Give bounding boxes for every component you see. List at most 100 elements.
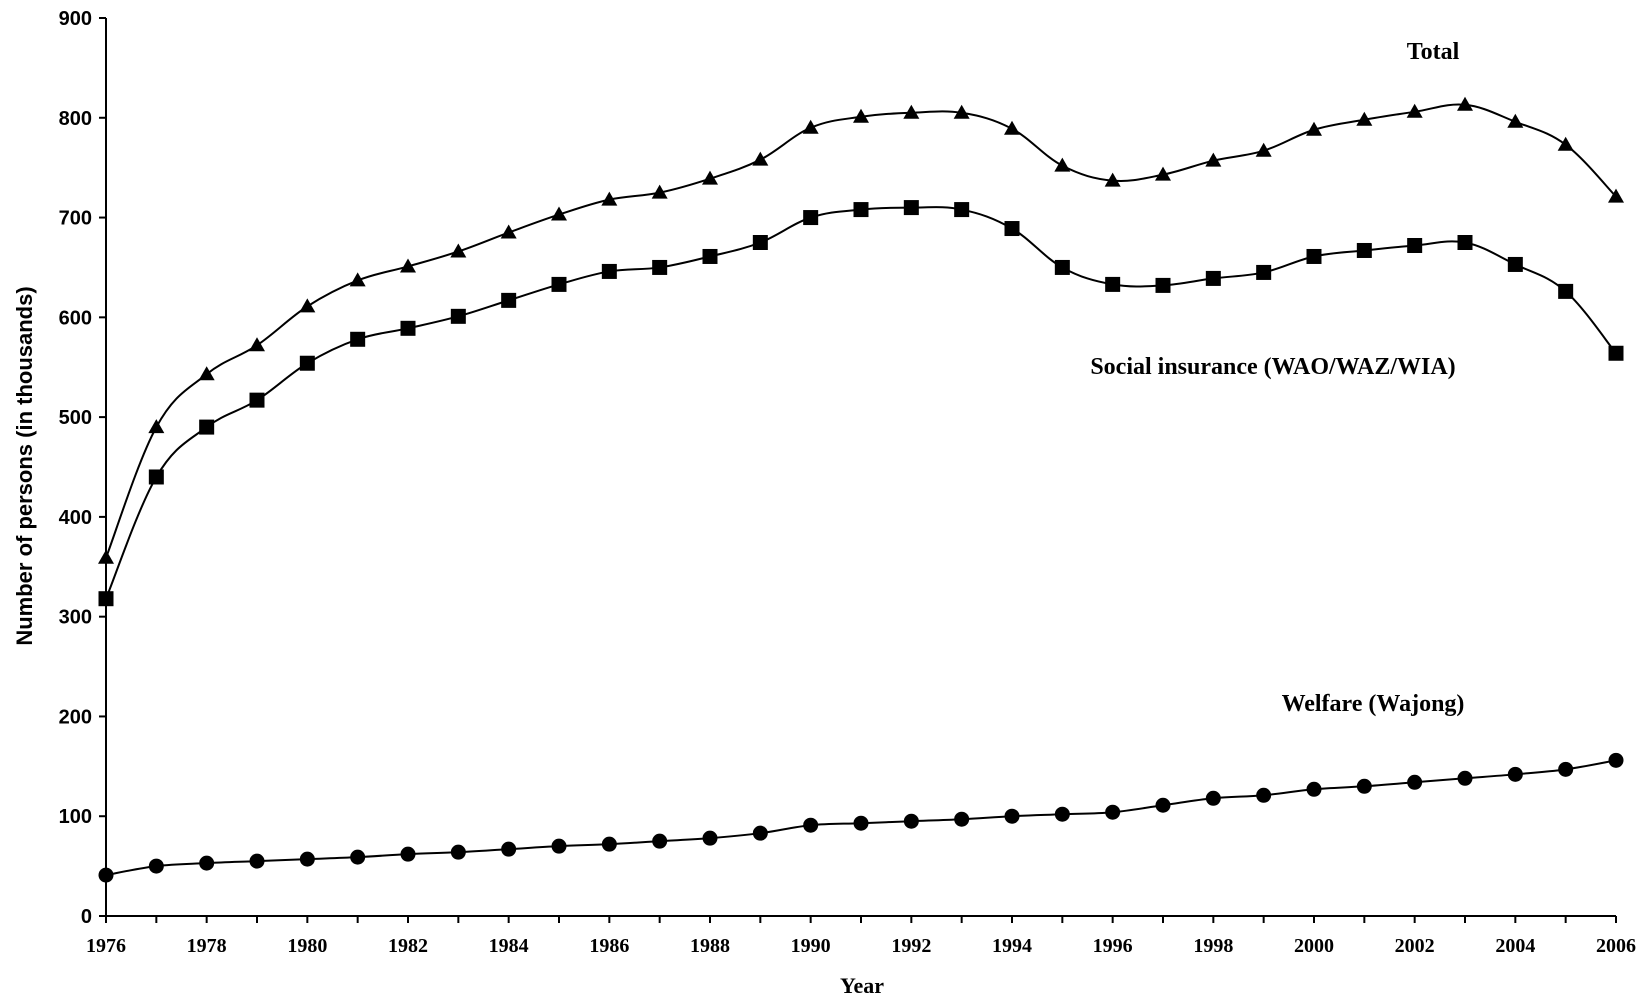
- series-label-welfare: Welfare (Wajong): [1282, 691, 1465, 717]
- data-point-welfare: [601, 836, 617, 852]
- y-tick-label: 900: [59, 8, 92, 30]
- data-point-total: [1306, 121, 1322, 136]
- data-point-total: [1155, 166, 1171, 181]
- series-label-total: Total: [1407, 39, 1460, 65]
- x-tick-label: 1986: [589, 935, 629, 957]
- data-point-welfare: [1256, 787, 1272, 803]
- data-point-welfare: [501, 841, 517, 857]
- y-tick-label: 500: [59, 407, 92, 429]
- data-point-social-insurance: [652, 259, 668, 275]
- data-point-welfare: [1205, 790, 1221, 806]
- data-point-social-insurance: [1004, 221, 1020, 237]
- x-tick-label: 2006: [1596, 935, 1636, 957]
- y-tick-label: 100: [59, 806, 92, 828]
- data-point-welfare: [450, 844, 466, 860]
- y-tick-label: 0: [81, 906, 92, 928]
- data-point-total: [853, 108, 869, 123]
- data-point-welfare: [148, 858, 164, 874]
- series-lines: [105, 103, 1617, 877]
- y-axis-title: Number of persons (in thousands): [12, 286, 37, 645]
- data-point-welfare: [350, 849, 366, 865]
- data-point-social-insurance: [400, 320, 416, 336]
- series-line-total: [105, 103, 1617, 559]
- x-tick-label: 1998: [1193, 935, 1233, 957]
- data-point-total: [249, 337, 265, 352]
- series-markers: [98, 96, 1624, 883]
- data-point-welfare: [652, 833, 668, 849]
- data-point-total: [1104, 172, 1121, 187]
- data-point-welfare: [752, 825, 768, 841]
- data-point-social-insurance: [1205, 270, 1221, 286]
- x-tick-label: 1980: [287, 935, 327, 957]
- data-point-welfare: [954, 811, 970, 827]
- data-point-social-insurance: [1457, 235, 1473, 250]
- data-point-social-insurance: [1054, 259, 1070, 275]
- x-tick-label: 2000: [1294, 935, 1334, 957]
- data-point-total: [148, 419, 165, 434]
- y-tick-label: 800: [59, 108, 92, 130]
- data-point-total: [1608, 188, 1624, 203]
- data-point-social-insurance: [551, 276, 567, 292]
- data-point-welfare: [1155, 797, 1171, 813]
- data-point-total: [450, 243, 467, 258]
- data-point-social-insurance: [601, 263, 617, 279]
- data-point-social-insurance: [1608, 345, 1624, 361]
- data-point-total: [1557, 136, 1574, 151]
- data-point-welfare: [1608, 752, 1624, 768]
- data-point-total: [198, 366, 215, 381]
- data-point-total: [349, 272, 366, 287]
- data-point-welfare: [199, 855, 215, 871]
- data-point-total: [1406, 103, 1423, 118]
- data-point-total: [551, 206, 567, 221]
- data-point-welfare: [1558, 761, 1574, 777]
- data-point-social-insurance: [299, 355, 315, 371]
- axes: 0 100 200 300 400 500 600 700 800 900 1976 1978 1980…: [59, 8, 1636, 957]
- data-point-welfare: [1306, 781, 1322, 797]
- data-point-total: [1507, 113, 1524, 128]
- data-point-welfare: [1457, 770, 1473, 786]
- x-tick-label: 1978: [187, 935, 227, 957]
- data-point-welfare: [903, 813, 919, 829]
- data-point-social-insurance: [98, 591, 114, 607]
- data-point-social-insurance: [450, 308, 466, 324]
- data-point-total: [1054, 157, 1071, 172]
- data-point-total: [299, 298, 316, 313]
- data-point-welfare: [299, 851, 315, 867]
- x-tick-label: 1994: [992, 935, 1032, 957]
- data-point-welfare: [249, 853, 265, 869]
- data-point-total: [903, 104, 920, 119]
- data-point-welfare: [702, 830, 718, 846]
- data-point-social-insurance: [954, 202, 970, 218]
- data-point-total: [400, 258, 416, 273]
- data-point-social-insurance: [1105, 276, 1121, 292]
- data-point-total: [500, 224, 517, 239]
- x-tick-label: 1996: [1093, 935, 1133, 957]
- data-point-welfare: [803, 817, 819, 833]
- data-point-welfare: [1356, 778, 1372, 794]
- data-point-social-insurance: [1407, 237, 1423, 253]
- data-point-social-insurance: [148, 469, 164, 485]
- data-point-welfare: [1407, 774, 1423, 790]
- x-tick-label: 2004: [1495, 935, 1535, 957]
- data-point-total: [953, 104, 970, 119]
- data-point-social-insurance: [501, 292, 517, 308]
- data-point-welfare: [1004, 808, 1020, 824]
- data-point-total: [1004, 120, 1020, 135]
- labels: Number of persons (in thousands) Year To…: [12, 39, 1464, 998]
- data-point-social-insurance: [1306, 248, 1322, 264]
- data-point-social-insurance: [752, 235, 768, 250]
- data-point-social-insurance: [1256, 264, 1272, 280]
- data-point-social-insurance: [1507, 256, 1523, 272]
- y-tick-label: 200: [59, 706, 92, 728]
- data-point-welfare: [551, 838, 567, 854]
- data-point-total: [802, 119, 819, 134]
- data-point-social-insurance: [1558, 283, 1574, 299]
- data-point-social-insurance: [350, 331, 366, 347]
- data-point-total: [601, 191, 618, 206]
- x-tick-label: 2002: [1395, 935, 1435, 957]
- series-label-social-insurance: Social insurance (WAO/WAZ/WIA): [1090, 354, 1455, 380]
- data-point-social-insurance: [1155, 277, 1171, 293]
- data-point-social-insurance: [249, 392, 265, 408]
